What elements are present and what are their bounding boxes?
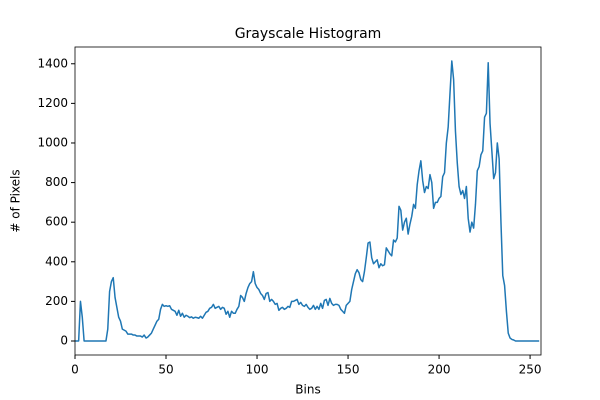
plot-frame xyxy=(74,46,542,356)
x-tick-label: 150 xyxy=(337,363,360,377)
y-tick-label: 200 xyxy=(45,294,68,308)
x-tick-label: 50 xyxy=(158,363,173,377)
y-tick-label: 600 xyxy=(45,215,68,229)
y-tick-label: 0 xyxy=(60,334,68,348)
y-axis-label: # of Pixels xyxy=(9,169,23,232)
x-tick-label: 0 xyxy=(71,363,79,377)
y-tick-label: 400 xyxy=(45,254,68,268)
x-axis-label: Bins xyxy=(295,383,320,397)
x-tick-label: 250 xyxy=(519,363,542,377)
y-tick-label: 1200 xyxy=(37,96,68,110)
x-tick-label: 200 xyxy=(428,363,451,377)
y-tick-label: 800 xyxy=(45,175,68,189)
y-tick-label: 1000 xyxy=(37,135,68,149)
data-line xyxy=(75,60,540,342)
x-tick-label: 100 xyxy=(246,363,269,377)
y-tick-label: 1400 xyxy=(37,56,68,70)
chart-title: Grayscale Histogram xyxy=(235,26,382,42)
